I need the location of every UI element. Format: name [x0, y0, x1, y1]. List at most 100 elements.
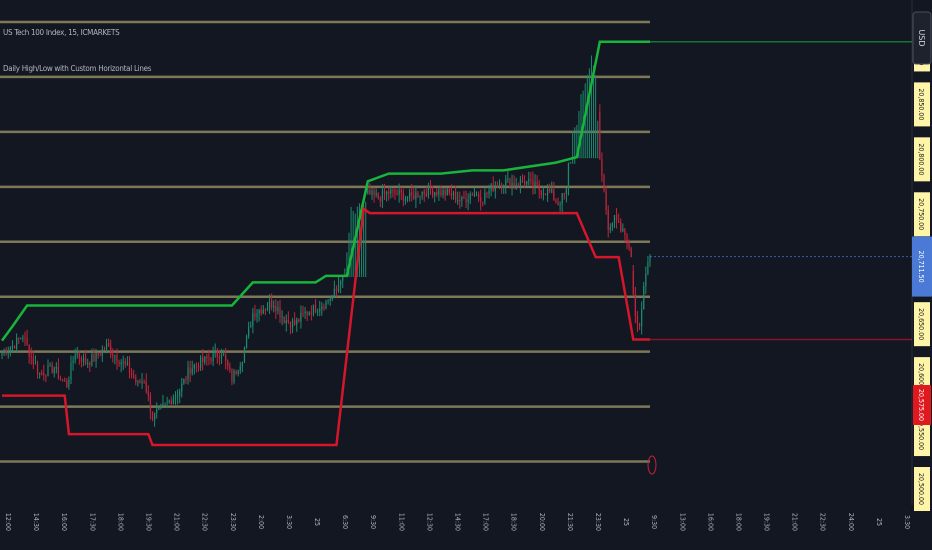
candle-body [143, 381, 145, 383]
candle-body [45, 375, 47, 377]
candle-body [124, 361, 126, 365]
candle-body [61, 380, 64, 382]
candle-body [187, 367, 189, 380]
candle-body [348, 275, 350, 277]
candle-body [408, 192, 411, 198]
candle-body [321, 306, 323, 309]
candle-body [170, 400, 172, 405]
currency-button[interactable]: USD [912, 11, 932, 65]
price-level-label-text: 20,650.00 [917, 308, 925, 340]
candle-body [197, 365, 200, 369]
candle-body [193, 364, 195, 369]
candle-body [513, 182, 515, 186]
day-low-price-label: 20,575.00 [913, 385, 931, 425]
time-axis-label: 25 [875, 518, 883, 526]
price-level-label-text: 20,600.00 [917, 363, 925, 395]
candle-body [574, 162, 576, 164]
candle-body [95, 352, 97, 362]
candle-body [590, 157, 593, 159]
candle-body [208, 358, 210, 360]
candle-body [394, 190, 396, 194]
candle-body [551, 189, 553, 192]
candle-body [454, 192, 457, 201]
candle-body [239, 366, 241, 372]
price-level-label-text: 20,800.00 [917, 143, 925, 175]
time-axis-label: 21:30 [566, 513, 574, 531]
candle-body [469, 194, 471, 200]
candle-body [494, 186, 496, 192]
candle-body [463, 196, 465, 199]
candle-body [505, 179, 507, 186]
candle-body [511, 182, 513, 188]
candle-body [53, 368, 55, 374]
day-low-price-label-bg [913, 385, 931, 425]
candle-body [350, 275, 352, 277]
candle-body [482, 201, 484, 203]
candle-body [306, 311, 308, 315]
candle-body [49, 364, 51, 366]
earnings-marker-icon[interactable] [647, 455, 657, 475]
candle-body [135, 378, 137, 382]
candle-body [66, 380, 68, 388]
candle-body [363, 275, 365, 277]
candle-body [398, 190, 400, 195]
candle-body [273, 305, 275, 308]
time-axis-label: 24:00 [847, 513, 855, 531]
time-axis-label: 11:00 [397, 513, 405, 531]
candle-body [41, 372, 43, 374]
candle-body [34, 363, 37, 365]
candle-body [68, 379, 70, 388]
candle-body [55, 366, 57, 369]
currency-label: USD [917, 29, 926, 46]
candle-body [18, 337, 20, 339]
price-level-label: 20,650.00 [914, 302, 930, 347]
candle-body [285, 320, 287, 323]
time-axis-label: 18:00 [734, 513, 742, 531]
candle-body [538, 184, 540, 190]
candle-body [204, 356, 206, 363]
candle-body [624, 228, 626, 236]
candle-body [542, 193, 545, 195]
candle-body [544, 193, 547, 196]
candle-body [258, 310, 260, 314]
candle-body [74, 354, 76, 361]
candle-body [185, 378, 187, 380]
candle-body [477, 194, 480, 198]
candle-body [390, 189, 392, 194]
candle-body [304, 311, 306, 314]
candle-body [427, 185, 430, 197]
candle-body [636, 316, 639, 324]
candle-body [181, 383, 183, 392]
candle-body [103, 349, 106, 351]
time-axis-label: 16:00 [706, 513, 714, 531]
candle-body [473, 194, 476, 196]
candle-body [168, 400, 170, 402]
candle-body [452, 192, 455, 196]
candle-body [333, 288, 335, 296]
candle-body [199, 357, 202, 369]
price-level-label-text: 20,850.00 [917, 88, 925, 120]
candle-body [283, 316, 285, 323]
time-axis-label: 25 [622, 518, 630, 526]
candle-body [630, 248, 632, 258]
candle-body [484, 192, 486, 203]
candle-body [107, 343, 110, 347]
candle-body [628, 240, 630, 249]
candle-body [530, 179, 532, 181]
candle-body [137, 380, 139, 382]
candle-body [174, 396, 177, 399]
candle-body [448, 189, 450, 193]
candle-body [30, 356, 32, 358]
candle-body [179, 391, 181, 396]
candle-body [431, 189, 434, 196]
candle-body [260, 310, 262, 314]
candle-body [532, 179, 534, 188]
candle-body [84, 357, 87, 365]
candle-body [254, 313, 256, 318]
candle-body [130, 373, 133, 376]
current-price-label-bg [912, 236, 932, 297]
candle-body [450, 192, 453, 196]
candle-body [172, 398, 175, 405]
